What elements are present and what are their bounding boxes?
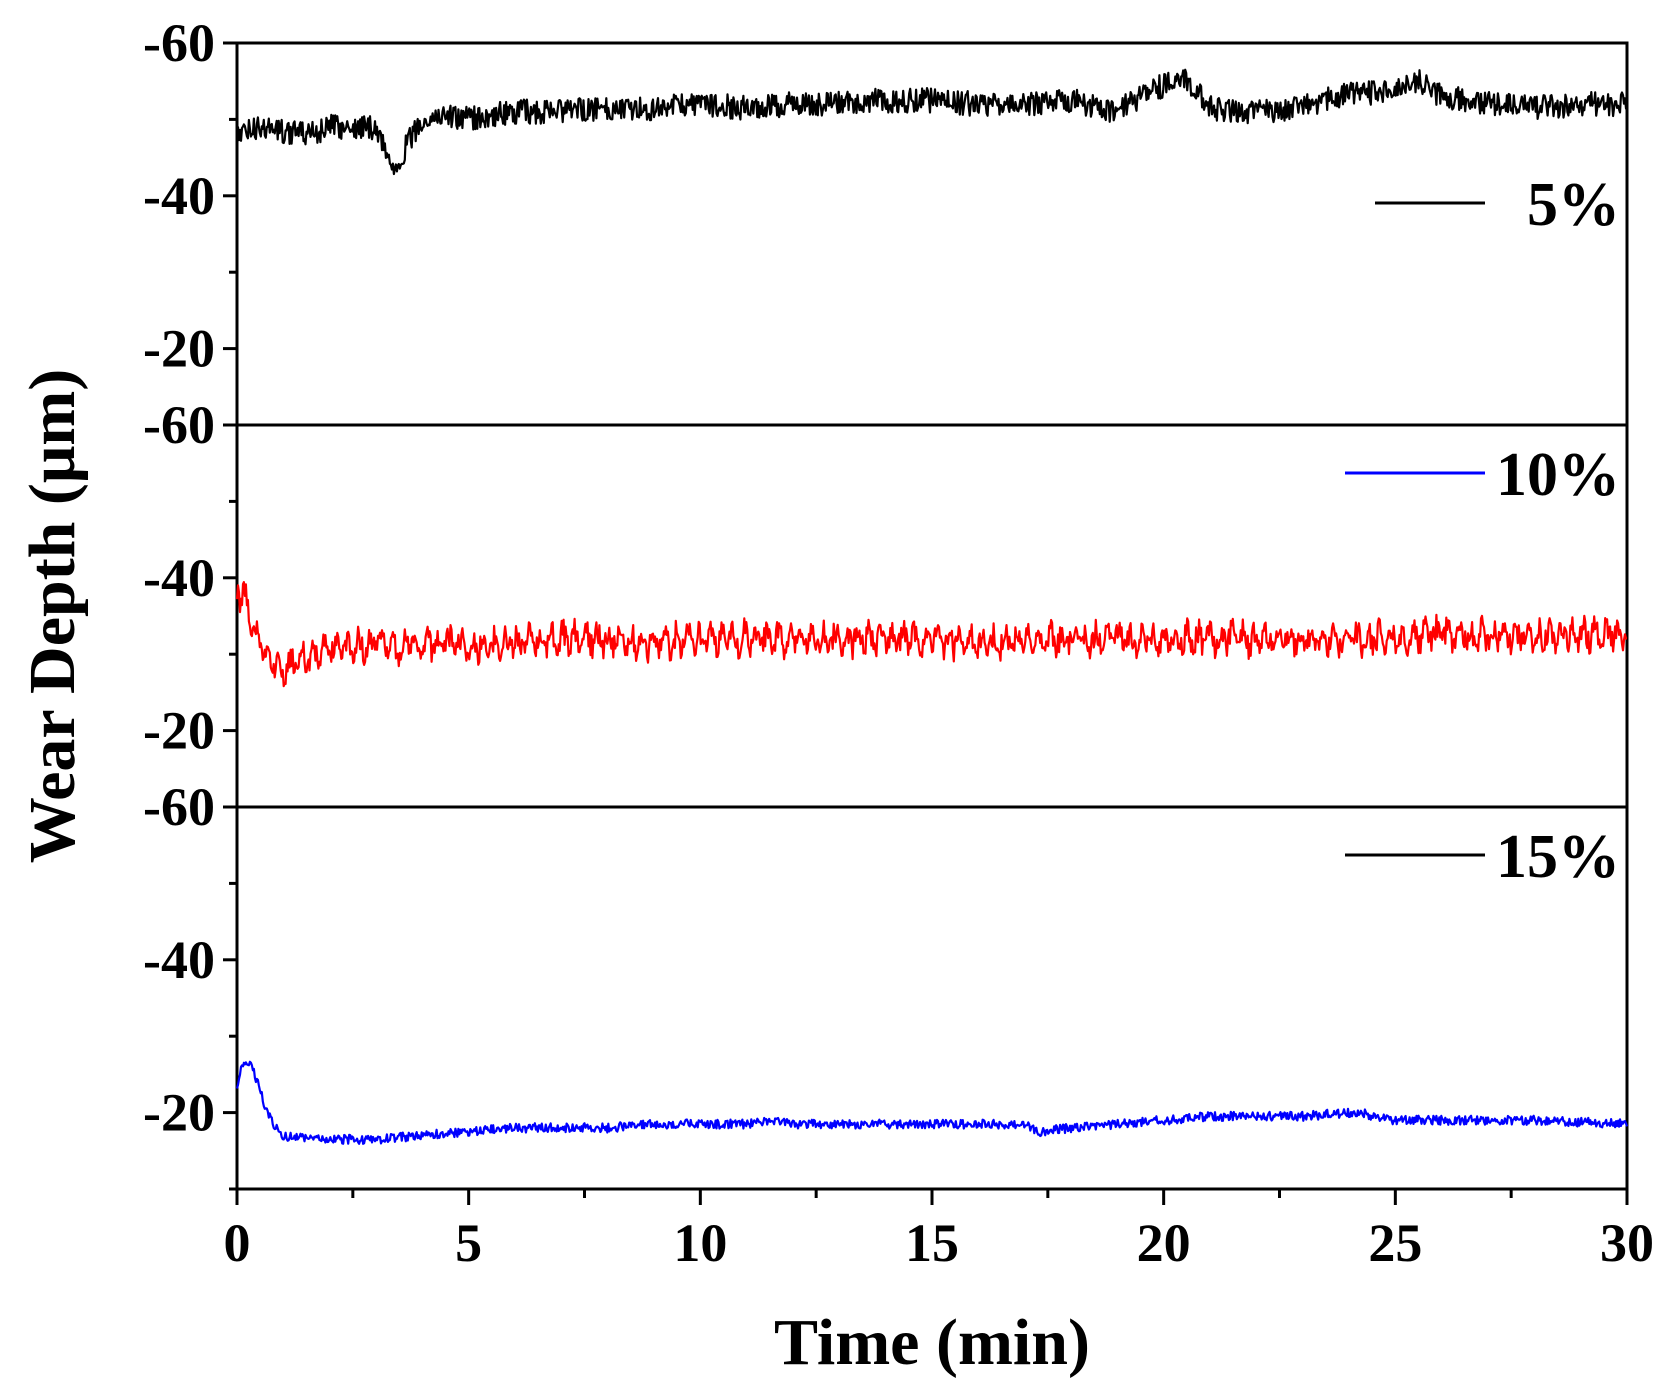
xtick-label: 30 — [1600, 1213, 1654, 1273]
panel-3-legend-label: 15% — [1496, 823, 1620, 891]
xtick-label: 15 — [905, 1213, 959, 1273]
panel-2-ytick-label: -60 — [143, 395, 215, 455]
panel-1-ytick-label: -20 — [143, 319, 215, 379]
xtick-label: 0 — [224, 1213, 251, 1273]
panel-3-series-line — [235, 1060, 1629, 1145]
panel-2-frame — [235, 423, 1629, 809]
xtick-label: 20 — [1137, 1213, 1191, 1273]
panel-1-series-line — [235, 68, 1628, 176]
xtick-label: 10 — [673, 1213, 727, 1273]
panel-2-ytick-label: -20 — [143, 701, 215, 761]
panel-3-ytick-label: -20 — [143, 1083, 215, 1143]
panel-3-ytick-label: -40 — [143, 930, 215, 990]
panel-2-series-line — [235, 581, 1628, 688]
panel-3-ytick-label: -60 — [143, 777, 215, 837]
xtick-label: 5 — [455, 1213, 482, 1273]
x-axis-title: Time (min) — [774, 1306, 1090, 1379]
panel-1-ytick-label: -40 — [143, 166, 215, 226]
y-axis-title: Wear Depth (μm) — [16, 369, 89, 863]
panel-1-legend-label: 5% — [1527, 171, 1620, 239]
panel-2-legend-label: 10% — [1496, 441, 1620, 509]
xtick-label: 25 — [1368, 1213, 1422, 1273]
panel-3-frame — [235, 805, 1629, 1191]
panel-2-ytick-label: -40 — [143, 548, 215, 608]
panel-1-ytick-label: -60 — [143, 13, 215, 73]
